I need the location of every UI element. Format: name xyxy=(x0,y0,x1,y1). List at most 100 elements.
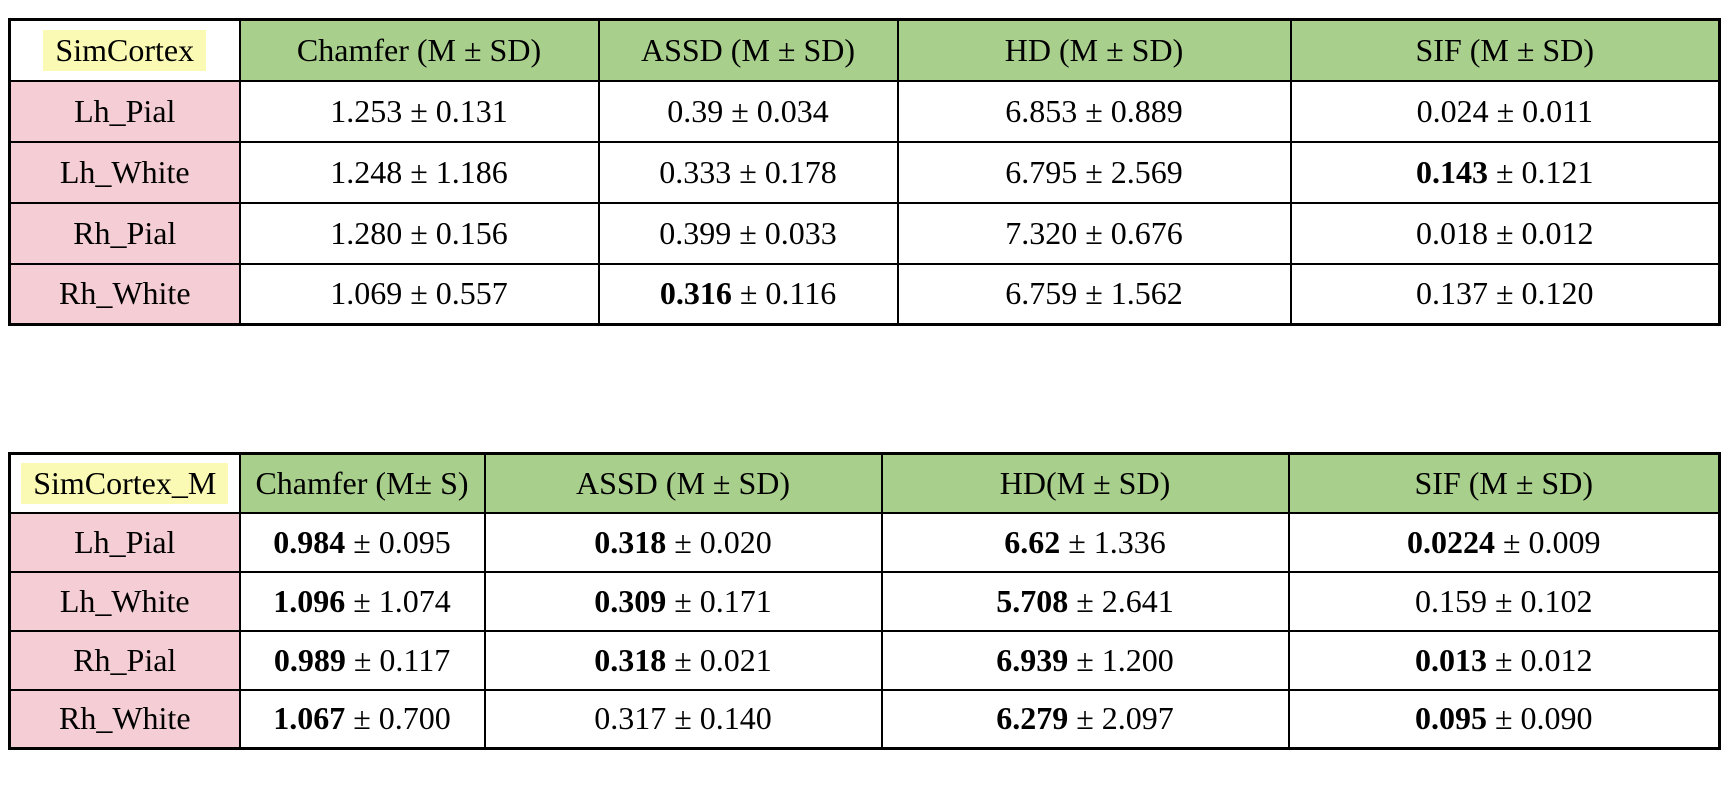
sd-value: 0.012 xyxy=(1520,641,1593,678)
table-row: Rh_Pial 1.280 ± 0.156 0.399 ± 0.033 7.320 ±… xyxy=(8,201,1721,265)
sd-value: 0.557 xyxy=(435,275,508,312)
sd-value: 1.200 xyxy=(1101,641,1174,678)
mean-value: 1.096 xyxy=(273,582,346,619)
row-label: Rh_Pial xyxy=(8,201,241,265)
table-title-highlight: SimCortex xyxy=(43,29,207,71)
metric-cell: 0.333 ± 0.178 xyxy=(597,140,899,204)
simcortex-m-table: SimCortex_M Chamfer (M± S) ASSD (M ± SD) HD… xyxy=(8,452,1721,750)
header-row: SimCortex_M Chamfer (M± S) ASSD (M ± SD) HD… xyxy=(8,452,1721,514)
table-row: Rh_White 1.069 ± 0.557 0.316 ± 0.116 6.759 … xyxy=(8,262,1721,326)
sd-value: 2.641 xyxy=(1101,582,1174,619)
metric-cell: 7.320 ± 0.676 xyxy=(896,201,1292,265)
column-header: HD (M ± SD) xyxy=(896,18,1292,82)
mean-value: 0.39 xyxy=(667,92,724,129)
mean-value: 1.067 xyxy=(273,700,346,737)
mean-value: 6.853 xyxy=(1005,92,1078,129)
metric-cell: 1.067 ± 0.700 xyxy=(238,688,486,750)
mean-value: 0.159 xyxy=(1414,582,1487,619)
mean-value: 0.143 xyxy=(1415,153,1488,190)
sd-value: 0.011 xyxy=(1522,92,1593,129)
mean-value: 0.989 xyxy=(273,641,346,678)
mean-value: 1.253 xyxy=(330,92,403,129)
metric-cell: 1.248 ± 1.186 xyxy=(238,140,600,204)
sd-value: 0.033 xyxy=(764,214,837,251)
sd-value: 0.131 xyxy=(435,92,508,129)
metric-cell: 0.095 ± 0.090 xyxy=(1287,688,1721,750)
mean-value: 0.137 xyxy=(1415,275,1488,312)
metric-cell: 0.989 ± 0.117 xyxy=(238,629,486,691)
metric-cell: 0.024 ± 0.011 xyxy=(1289,79,1721,143)
table-title-cell: SimCortex_M xyxy=(8,452,241,514)
table-row: Rh_White 1.067 ± 0.700 0.317 ± 0.140 6.279 … xyxy=(8,688,1721,750)
metric-cell: 0.317 ± 0.140 xyxy=(483,688,883,750)
mean-value: 5.708 xyxy=(996,582,1069,619)
sd-value: 0.171 xyxy=(699,582,772,619)
sd-value: 0.012 xyxy=(1521,214,1594,251)
mean-value: 0.0224 xyxy=(1406,523,1495,560)
column-header: HD(M ± SD) xyxy=(880,452,1290,514)
mean-value: 1.248 xyxy=(330,153,403,190)
sd-value: 0.090 xyxy=(1520,700,1593,737)
metric-cell: 0.316 ± 0.116 xyxy=(597,262,899,326)
metric-cell: 1.253 ± 0.131 xyxy=(238,79,600,143)
table-title-highlight: SimCortex_M xyxy=(21,462,229,504)
mean-value: 0.018 xyxy=(1415,214,1488,251)
row-label: Lh_White xyxy=(8,140,241,204)
sd-value: 1.336 xyxy=(1093,523,1166,560)
mean-value: 0.318 xyxy=(594,641,667,678)
table-row: Lh_White 1.096 ± 1.074 0.309 ± 0.171 5.708 … xyxy=(8,570,1721,632)
sd-value: 1.186 xyxy=(435,153,508,190)
mean-value: 6.759 xyxy=(1005,275,1078,312)
sd-value: 2.569 xyxy=(1110,153,1183,190)
sd-value: 0.116 xyxy=(765,275,837,312)
metric-cell: 0.318 ± 0.021 xyxy=(483,629,883,691)
metric-cell: 6.939 ± 1.200 xyxy=(880,629,1290,691)
row-label: Lh_Pial xyxy=(8,79,241,143)
mean-value: 6.939 xyxy=(996,641,1069,678)
mean-value: 6.795 xyxy=(1005,153,1078,190)
mean-value: 0.317 xyxy=(594,700,667,737)
metric-cell: 0.143 ± 0.121 xyxy=(1289,140,1721,204)
sd-value: 0.889 xyxy=(1110,92,1183,129)
metric-cell: 5.708 ± 2.641 xyxy=(880,570,1290,632)
metric-cell: 0.39 ± 0.034 xyxy=(597,79,899,143)
mean-value: 0.013 xyxy=(1414,641,1487,678)
metric-cell: 6.62 ± 1.336 xyxy=(880,511,1290,573)
mean-value: 0.333 xyxy=(659,153,732,190)
sd-value: 0.020 xyxy=(699,523,772,560)
sd-value: 0.009 xyxy=(1528,523,1601,560)
table-row: Lh_Pial 0.984 ± 0.095 0.318 ± 0.020 6.62 ± … xyxy=(8,511,1721,573)
mean-value: 1.280 xyxy=(330,214,403,251)
mean-value: 0.316 xyxy=(659,275,732,312)
row-label: Rh_White xyxy=(8,262,241,326)
column-header: SIF (M ± SD) xyxy=(1289,18,1721,82)
sd-value: 0.700 xyxy=(378,700,451,737)
sd-value: 0.117 xyxy=(379,641,451,678)
sd-value: 0.120 xyxy=(1521,275,1594,312)
metric-cell: 1.069 ± 0.557 xyxy=(238,262,600,326)
mean-value: 0.318 xyxy=(594,523,667,560)
metric-cell: 1.096 ± 1.074 xyxy=(238,570,486,632)
metric-cell: 6.279 ± 2.097 xyxy=(880,688,1290,750)
row-label: Rh_Pial xyxy=(8,629,241,691)
sd-value: 0.178 xyxy=(764,153,837,190)
mean-value: 0.024 xyxy=(1416,92,1489,129)
sd-value: 0.095 xyxy=(378,523,451,560)
sd-value: 1.562 xyxy=(1110,275,1183,312)
metric-cell: 6.759 ± 1.562 xyxy=(896,262,1292,326)
metric-cell: 0.159 ± 0.102 xyxy=(1287,570,1721,632)
metric-cell: 0.309 ± 0.171 xyxy=(483,570,883,632)
mean-value: 6.279 xyxy=(996,700,1069,737)
row-label: Rh_White xyxy=(8,688,241,750)
sd-value: 0.034 xyxy=(756,92,829,129)
column-header: Chamfer (M± S) xyxy=(238,452,486,514)
metric-cell: 6.795 ± 2.569 xyxy=(896,140,1292,204)
sd-value: 0.140 xyxy=(699,700,772,737)
metric-cell: 0.984 ± 0.095 xyxy=(238,511,486,573)
column-header: SIF (M ± SD) xyxy=(1287,452,1721,514)
mean-value: 1.069 xyxy=(330,275,403,312)
sd-value: 0.156 xyxy=(435,214,508,251)
metric-cell: 0.013 ± 0.012 xyxy=(1287,629,1721,691)
table-title-cell: SimCortex xyxy=(8,18,241,82)
